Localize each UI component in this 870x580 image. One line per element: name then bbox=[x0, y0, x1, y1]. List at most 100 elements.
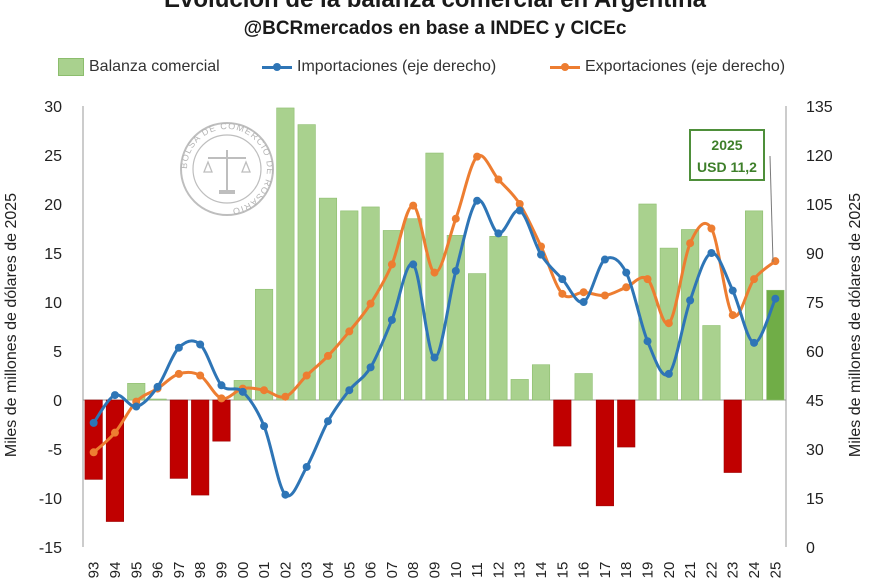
bar-balanza bbox=[766, 289, 785, 401]
x-tick-label: 11 bbox=[469, 562, 486, 578]
right-tick-label: 120 bbox=[806, 148, 833, 165]
x-tick-label: 16 bbox=[576, 562, 593, 579]
bar-balanza bbox=[553, 399, 572, 447]
point-exportaciones bbox=[430, 268, 439, 277]
bar-balanza bbox=[191, 399, 210, 496]
point-exportaciones bbox=[600, 291, 609, 300]
left-tick-label: 25 bbox=[44, 148, 62, 165]
x-tick-label: 93 bbox=[86, 562, 103, 579]
right-tick-label: 15 bbox=[806, 491, 824, 508]
legend: Balanza comercial Importaciones (eje der… bbox=[0, 58, 870, 82]
x-tick-label: 22 bbox=[703, 562, 720, 579]
bar-balanza bbox=[276, 107, 295, 401]
x-tick-label: 25 bbox=[767, 562, 784, 579]
point-importaciones bbox=[686, 296, 695, 305]
bar-balanza bbox=[382, 230, 401, 401]
point-importaciones bbox=[196, 340, 205, 349]
bar-balanza bbox=[745, 210, 764, 401]
point-importaciones bbox=[579, 298, 588, 306]
seal-logo: BOLSA DE COMERCIO DE ROSARIO bbox=[179, 121, 274, 217]
point-exportaciones bbox=[281, 392, 290, 401]
bar-balanza bbox=[340, 210, 359, 401]
right-tick-label: 60 bbox=[806, 344, 824, 361]
callout-2025: 2025 USD 11,2 bbox=[689, 129, 765, 181]
point-exportaciones bbox=[110, 428, 119, 437]
point-exportaciones bbox=[217, 394, 226, 403]
x-tick-label: 15 bbox=[554, 562, 571, 579]
left-tick-label: 10 bbox=[44, 295, 62, 312]
bar-balanza bbox=[84, 399, 103, 480]
legend-swatch-exportaciones bbox=[550, 62, 580, 71]
left-tick-label: 15 bbox=[44, 246, 62, 263]
point-exportaciones bbox=[473, 152, 482, 161]
legend-item-balanza: Balanza comercial bbox=[58, 58, 220, 76]
callout-year: 2025 bbox=[711, 137, 743, 153]
point-importaciones bbox=[451, 266, 460, 275]
right-tick-label: 90 bbox=[806, 246, 824, 263]
bar-balanza bbox=[169, 399, 188, 479]
x-tick-label: 13 bbox=[512, 562, 529, 579]
x-tick-label: 23 bbox=[725, 562, 742, 579]
legend-label-exportaciones: Exportaciones (eje derecho) bbox=[585, 58, 786, 75]
right-tick-label: 30 bbox=[806, 442, 824, 459]
point-exportaciones bbox=[409, 201, 418, 210]
point-exportaciones bbox=[750, 275, 759, 284]
bar-balanza bbox=[681, 229, 700, 401]
point-exportaciones bbox=[728, 311, 737, 320]
bar-balanza bbox=[148, 398, 167, 401]
point-exportaciones bbox=[89, 448, 98, 457]
bar-balanza bbox=[404, 218, 423, 401]
point-exportaciones bbox=[515, 200, 524, 208]
point-importaciones bbox=[473, 196, 482, 205]
point-importaciones bbox=[238, 387, 247, 396]
bar-balanza bbox=[446, 235, 465, 401]
point-exportaciones bbox=[664, 319, 673, 328]
point-importaciones bbox=[600, 255, 609, 264]
point-importaciones bbox=[643, 337, 652, 346]
point-importaciones bbox=[558, 275, 567, 284]
point-importaciones bbox=[110, 391, 119, 400]
bar-balanza bbox=[468, 273, 487, 401]
legend-item-exportaciones: Exportaciones (eje derecho) bbox=[550, 58, 785, 76]
bar-balanza bbox=[318, 197, 338, 401]
x-tick-label: 07 bbox=[384, 562, 401, 579]
point-importaciones bbox=[281, 490, 290, 499]
legend-label-balanza: Balanza comercial bbox=[89, 58, 220, 75]
right-tick-label: 105 bbox=[806, 197, 833, 214]
point-importaciones bbox=[174, 343, 183, 352]
bar-balanza bbox=[105, 399, 124, 522]
x-tick-label: 99 bbox=[213, 562, 230, 579]
point-importaciones bbox=[409, 260, 418, 269]
point-importaciones bbox=[217, 381, 226, 390]
point-exportaciones bbox=[260, 386, 269, 395]
point-exportaciones bbox=[558, 289, 567, 298]
right-tick-label: 135 bbox=[806, 99, 833, 116]
point-exportaciones bbox=[451, 214, 460, 223]
x-tick-label: 12 bbox=[490, 562, 507, 579]
point-importaciones bbox=[345, 386, 354, 395]
point-importaciones bbox=[387, 315, 396, 324]
point-exportaciones bbox=[323, 351, 332, 360]
x-tick-label: 04 bbox=[320, 562, 337, 579]
bar-balanza bbox=[255, 288, 274, 401]
x-tick-label: 10 bbox=[448, 562, 465, 579]
x-tick-label: 09 bbox=[427, 562, 444, 579]
point-exportaciones bbox=[345, 327, 354, 336]
point-exportaciones bbox=[579, 288, 588, 297]
x-tick-label: 06 bbox=[363, 562, 380, 579]
bar-balanza bbox=[702, 325, 721, 401]
point-importaciones bbox=[707, 249, 716, 257]
legend-swatch-balanza bbox=[58, 58, 84, 76]
bar-balanza bbox=[638, 203, 657, 401]
point-exportaciones bbox=[366, 299, 375, 308]
callout-leader bbox=[769, 155, 774, 263]
point-importaciones bbox=[89, 418, 98, 427]
point-exportaciones bbox=[174, 369, 183, 378]
bar-balanza bbox=[595, 399, 614, 507]
point-importaciones bbox=[132, 402, 141, 411]
point-exportaciones bbox=[643, 275, 652, 284]
bar-balanza bbox=[574, 373, 593, 401]
x-tick-label: 05 bbox=[341, 562, 358, 579]
bar-balanza bbox=[212, 399, 231, 442]
x-tick-label: 03 bbox=[299, 562, 316, 579]
